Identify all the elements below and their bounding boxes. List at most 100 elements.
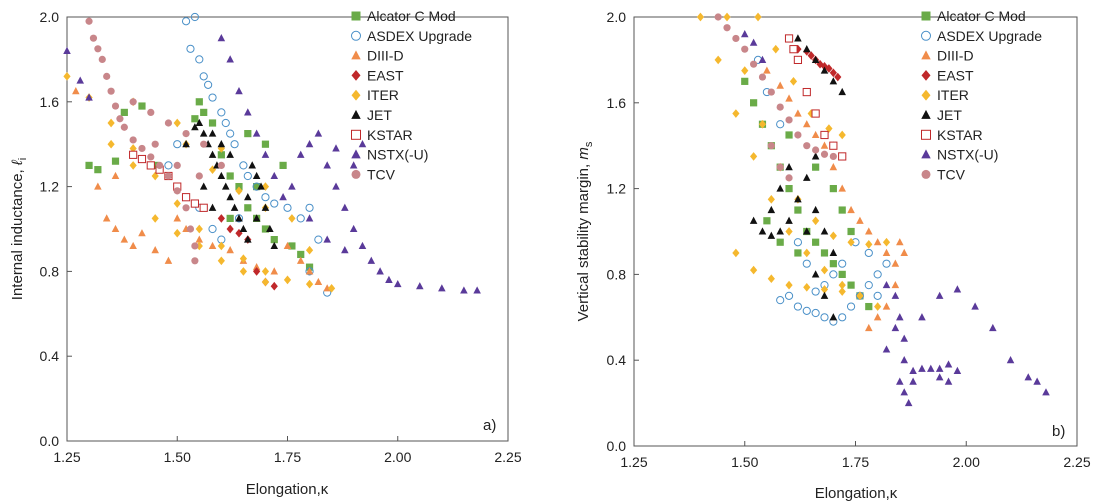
data-point xyxy=(820,150,829,158)
data-point xyxy=(900,388,909,396)
data-point xyxy=(758,73,767,81)
data-point xyxy=(89,34,98,42)
panel-label: b) xyxy=(1052,423,1065,440)
legend-item-tcv: TCV xyxy=(351,166,396,182)
data-point xyxy=(138,102,146,110)
data-point xyxy=(953,285,962,293)
x-tick-label: 2.25 xyxy=(1063,454,1090,470)
data-point xyxy=(971,302,979,310)
data-point xyxy=(226,224,234,234)
data-point xyxy=(173,187,181,195)
data-point xyxy=(261,193,270,202)
data-point xyxy=(754,12,762,22)
data-point xyxy=(812,163,820,171)
series-tcv xyxy=(714,13,837,182)
data-point xyxy=(1024,373,1033,381)
data-point xyxy=(811,109,820,118)
data-point xyxy=(829,260,837,268)
legend-label: DIII-D xyxy=(937,48,974,64)
data-point xyxy=(891,323,900,332)
data-point xyxy=(838,280,846,290)
data-point xyxy=(741,45,749,53)
y-tick-label: 0.8 xyxy=(40,263,60,279)
data-point xyxy=(847,205,855,214)
legend-marker xyxy=(921,129,931,140)
data-point xyxy=(270,241,279,250)
data-point xyxy=(270,236,278,244)
data-point xyxy=(864,281,873,290)
data-point xyxy=(230,203,239,211)
data-point xyxy=(829,231,837,241)
data-point xyxy=(191,123,199,131)
data-point xyxy=(794,206,802,214)
data-point xyxy=(217,214,225,223)
legend-marker xyxy=(921,30,931,41)
data-point xyxy=(190,199,199,208)
data-point xyxy=(138,229,146,237)
data-point xyxy=(252,129,261,137)
data-point xyxy=(935,373,944,381)
data-point xyxy=(244,193,252,201)
y-tick-label: 1.6 xyxy=(607,95,627,111)
data-point xyxy=(825,64,833,73)
data-point xyxy=(270,199,279,208)
data-point xyxy=(349,224,358,233)
legend-marker xyxy=(921,50,931,60)
data-point xyxy=(190,12,199,22)
data-point xyxy=(94,182,102,190)
legend-item-nstx-u: NSTX(-U) xyxy=(351,147,428,163)
data-point xyxy=(802,227,811,235)
data-point xyxy=(195,235,204,243)
data-point xyxy=(239,254,247,263)
data-point xyxy=(173,214,182,222)
data-point xyxy=(173,140,182,149)
data-point xyxy=(749,38,758,46)
data-point xyxy=(235,87,243,95)
legend-marker xyxy=(351,129,361,140)
data-point xyxy=(794,195,802,203)
legend-label: JET xyxy=(367,107,392,123)
data-point xyxy=(829,163,838,171)
data-point xyxy=(182,204,190,212)
data-point xyxy=(758,119,767,129)
data-point xyxy=(173,228,181,238)
legend-item-jet: JET xyxy=(921,107,962,123)
data-point xyxy=(767,205,776,214)
data-point xyxy=(776,227,784,235)
data-point xyxy=(784,34,794,43)
data-point xyxy=(882,259,891,268)
data-point xyxy=(217,161,225,169)
data-point xyxy=(244,235,252,243)
data-point xyxy=(793,55,803,64)
y-axis-label: Internal inductance, ℓi xyxy=(9,158,29,300)
data-point xyxy=(820,313,829,322)
data-point xyxy=(208,129,217,137)
data-point xyxy=(261,182,270,191)
data-point xyxy=(191,242,199,250)
data-point xyxy=(758,55,767,63)
data-point xyxy=(111,224,120,233)
data-point xyxy=(776,238,784,246)
legend-label: DIII-D xyxy=(367,48,404,64)
legend-marker xyxy=(351,11,361,21)
data-point xyxy=(896,313,904,321)
legend-marker xyxy=(351,109,361,119)
legend-label: Alcator C Mod xyxy=(937,8,1026,24)
data-point xyxy=(200,140,208,148)
data-point xyxy=(147,108,155,116)
data-point xyxy=(151,246,159,254)
data-point xyxy=(811,287,820,296)
data-point xyxy=(239,224,248,233)
data-point xyxy=(882,237,891,247)
legend-label: KSTAR xyxy=(937,127,983,143)
x-axis-label: Elongation,κ xyxy=(246,481,329,498)
data-point xyxy=(261,277,270,287)
data-point xyxy=(803,248,811,258)
legend-item-alcator-c-mod: Alcator C Mod xyxy=(921,8,1026,24)
data-point xyxy=(882,280,891,289)
data-point xyxy=(111,171,120,180)
data-point xyxy=(767,274,775,284)
data-point xyxy=(785,216,793,224)
data-point xyxy=(838,87,846,96)
legend-label: Alcator C Mod xyxy=(367,8,456,24)
